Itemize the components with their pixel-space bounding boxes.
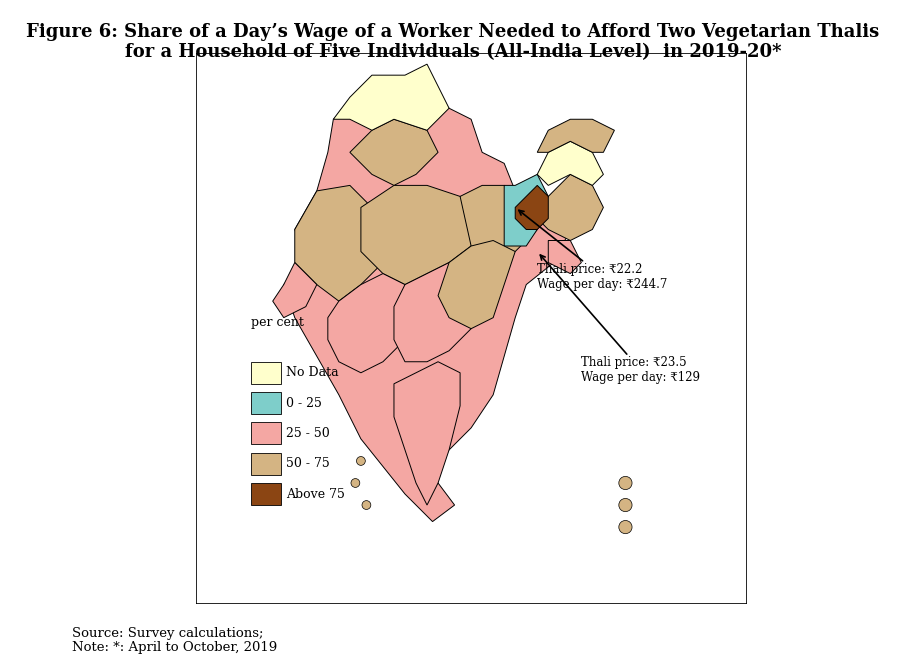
Text: for a Household of Five Individuals (All-India Level)  in 2019-20*: for a Household of Five Individuals (All… xyxy=(125,43,781,61)
Polygon shape xyxy=(350,120,439,185)
Polygon shape xyxy=(504,175,548,246)
Bar xyxy=(251,453,281,475)
Text: Above 75: Above 75 xyxy=(286,487,345,501)
Polygon shape xyxy=(516,185,548,230)
Text: 25 - 50: 25 - 50 xyxy=(286,427,331,440)
Bar xyxy=(251,422,281,444)
Polygon shape xyxy=(548,240,582,274)
Polygon shape xyxy=(394,262,482,362)
Polygon shape xyxy=(294,185,394,301)
Bar xyxy=(251,392,281,414)
Circle shape xyxy=(619,476,632,489)
Circle shape xyxy=(619,499,632,512)
Polygon shape xyxy=(460,185,537,262)
Polygon shape xyxy=(284,92,570,522)
Text: per cent: per cent xyxy=(251,315,304,329)
Polygon shape xyxy=(537,175,603,240)
Text: Source: Survey calculations;: Source: Survey calculations; xyxy=(72,627,264,641)
FancyBboxPatch shape xyxy=(196,53,747,604)
Polygon shape xyxy=(273,262,317,317)
Text: Thali price: ₹22.2
Wage per day: ₹244.7: Thali price: ₹22.2 Wage per day: ₹244.7 xyxy=(519,210,668,291)
Text: Thali price: ₹23.5
Wage per day: ₹129: Thali price: ₹23.5 Wage per day: ₹129 xyxy=(540,255,700,384)
Polygon shape xyxy=(537,120,614,152)
Text: No Data: No Data xyxy=(286,367,339,379)
Text: Note: *: April to October, 2019: Note: *: April to October, 2019 xyxy=(72,641,278,654)
Bar xyxy=(251,483,281,505)
Circle shape xyxy=(356,457,365,465)
Text: 0 - 25: 0 - 25 xyxy=(286,396,323,410)
Text: Figure 6: Share of a Day’s Wage of a Worker Needed to Afford Two Vegetarian Thal: Figure 6: Share of a Day’s Wage of a Wor… xyxy=(26,23,880,41)
Polygon shape xyxy=(394,362,460,505)
Circle shape xyxy=(351,479,360,487)
Polygon shape xyxy=(537,141,603,185)
Polygon shape xyxy=(439,240,516,329)
Bar xyxy=(251,362,281,384)
Polygon shape xyxy=(328,274,416,373)
Text: 50 - 75: 50 - 75 xyxy=(286,457,331,470)
Polygon shape xyxy=(361,185,482,285)
Circle shape xyxy=(362,501,371,509)
Circle shape xyxy=(619,521,632,534)
Polygon shape xyxy=(333,64,449,130)
